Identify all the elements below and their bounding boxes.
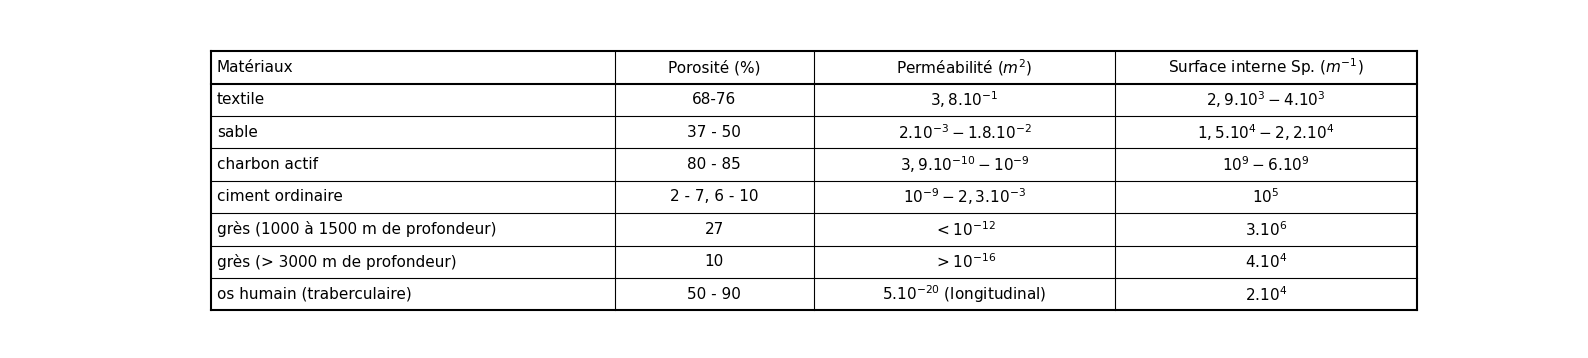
Text: ciment ordinaire: ciment ordinaire — [218, 189, 343, 204]
Text: grès (1000 à 1500 m de profondeur): grès (1000 à 1500 m de profondeur) — [218, 221, 497, 237]
Text: 68-76: 68-76 — [692, 92, 737, 107]
Text: $2.10^4$: $2.10^4$ — [1245, 285, 1288, 304]
Text: $2.10^{-3} - 1.8.10^{-2}$: $2.10^{-3} - 1.8.10^{-2}$ — [897, 123, 1032, 141]
Text: 2 - 7, 6 - 10: 2 - 7, 6 - 10 — [670, 189, 759, 204]
Text: $10^9 - 6.10^9$: $10^9 - 6.10^9$ — [1223, 155, 1310, 174]
Text: sable: sable — [218, 125, 257, 140]
Text: $4.10^4$: $4.10^4$ — [1245, 252, 1288, 271]
Text: $> 10^{-16}$: $> 10^{-16}$ — [934, 252, 996, 271]
Text: 27: 27 — [705, 222, 724, 237]
Text: os humain (traberculaire): os humain (traberculaire) — [218, 287, 411, 302]
Text: Matériaux: Matériaux — [218, 60, 294, 75]
Text: 50 - 90: 50 - 90 — [688, 287, 742, 302]
Text: $10^5$: $10^5$ — [1253, 188, 1280, 206]
Text: 37 - 50: 37 - 50 — [688, 125, 742, 140]
Text: $10^{-9} - 2, 3.10^{-3}$: $10^{-9} - 2, 3.10^{-3}$ — [904, 187, 1026, 207]
Text: grès (> 3000 m de profondeur): grès (> 3000 m de profondeur) — [218, 254, 457, 270]
Text: 80 - 85: 80 - 85 — [688, 157, 742, 172]
Text: $3, 9.10^{-10} - 10^{-9}$: $3, 9.10^{-10} - 10^{-9}$ — [900, 154, 1029, 175]
Text: $1, 5.10^4 - 2, 2.10^4$: $1, 5.10^4 - 2, 2.10^4$ — [1197, 122, 1336, 142]
Text: $2, 9.10^3 - 4.10^3$: $2, 9.10^3 - 4.10^3$ — [1207, 90, 1326, 110]
Text: $3, 8.10^{-1}$: $3, 8.10^{-1}$ — [931, 90, 999, 110]
Text: $< 10^{-12}$: $< 10^{-12}$ — [934, 220, 996, 239]
Text: 10: 10 — [705, 254, 724, 269]
Text: textile: textile — [218, 92, 265, 107]
Text: $3.10^6$: $3.10^6$ — [1245, 220, 1288, 239]
Text: $5.10^{-20}$ (longitudinal): $5.10^{-20}$ (longitudinal) — [883, 283, 1046, 305]
Text: Perméabilité ($m^2$): Perméabilité ($m^2$) — [896, 57, 1032, 78]
Text: charbon actif: charbon actif — [218, 157, 318, 172]
Text: Surface interne Sp. ($m^{-1}$): Surface interne Sp. ($m^{-1}$) — [1169, 57, 1364, 78]
Text: Porosité (%): Porosité (%) — [669, 60, 761, 75]
